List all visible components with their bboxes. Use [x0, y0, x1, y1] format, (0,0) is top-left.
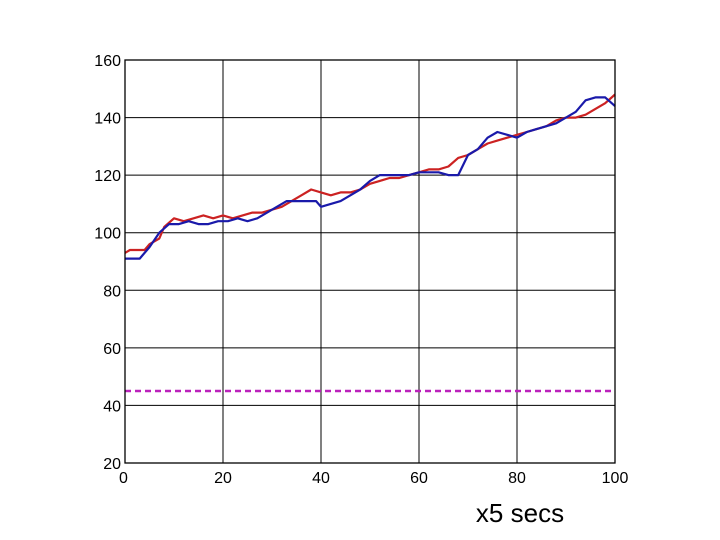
y-tick-label: 20 [103, 456, 121, 473]
y-tick-labels: 20 40 60 80 100 120 140 160 [94, 53, 121, 473]
y-tick-label: 80 [103, 283, 121, 300]
x-tick-label: 0 [119, 470, 128, 487]
series-line-2 [125, 96, 616, 260]
x-tick-label: 40 [312, 470, 330, 487]
x-axis-label: x5 secs [476, 498, 564, 528]
y-tick-label: 120 [94, 168, 121, 185]
y-tick-label: 60 [103, 341, 121, 358]
y-tick-label: 40 [103, 398, 121, 415]
y-tick-label: 160 [94, 53, 121, 70]
series-lines [124, 93, 616, 393]
y-tick-label: 100 [94, 226, 121, 243]
plot-frame [124, 59, 616, 464]
x-tick-label: 100 [602, 470, 629, 487]
x-tick-labels: 0 20 40 60 80 100 [119, 470, 628, 487]
y-tick-label: 140 [94, 111, 121, 128]
x-tick-label: 60 [410, 470, 428, 487]
x-tick-label: 20 [214, 470, 232, 487]
x-tick-label: 80 [508, 470, 526, 487]
